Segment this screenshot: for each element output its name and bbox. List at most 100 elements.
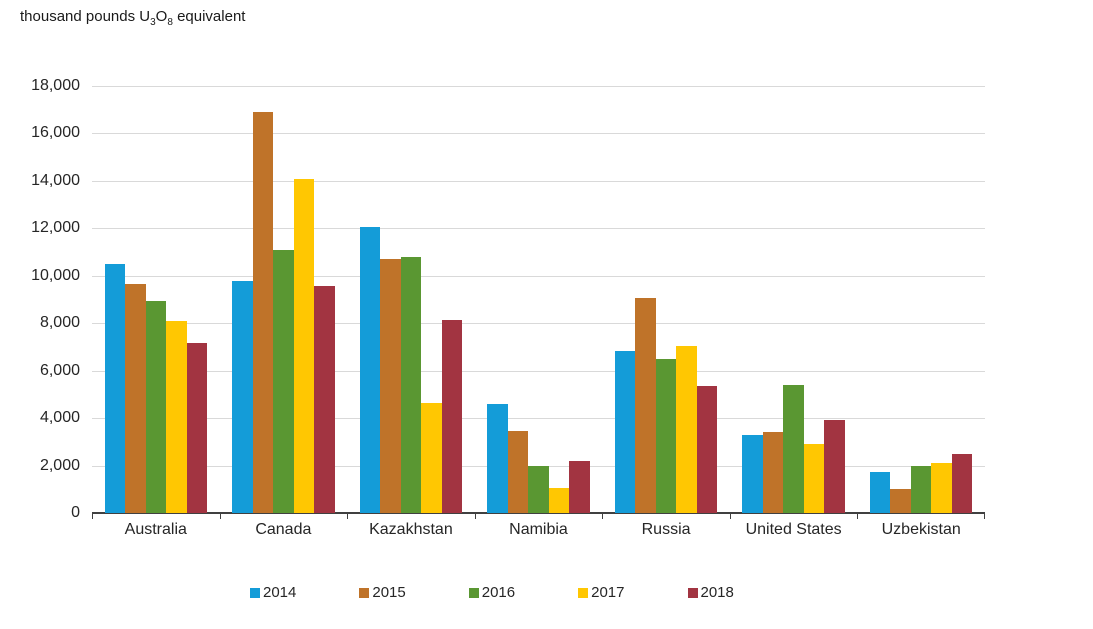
legend-swatch-2017 xyxy=(578,587,589,598)
x-axis-category-label: Australia xyxy=(124,521,187,538)
gridline-10,000 xyxy=(92,275,985,277)
bar-2015-uzbekistan xyxy=(890,489,911,513)
bar-2017-russia xyxy=(676,345,697,513)
bar-group-kazakhstan xyxy=(347,227,475,513)
legend-item-2018: 2018 xyxy=(687,584,734,601)
x-axis-category-label: Kazakhstan xyxy=(369,521,453,538)
y-axis-tick-label: 12,000 xyxy=(31,219,80,237)
bar-2015-australia xyxy=(125,284,146,513)
chart-title: thousand pounds U3O8 equivalent xyxy=(20,8,245,28)
bar-group-united-states xyxy=(730,384,858,513)
x-axis-tick xyxy=(984,513,985,519)
bar-2016-australia xyxy=(145,300,167,513)
gridline-18,000 xyxy=(92,86,985,87)
bar-2015-kazakhstan xyxy=(380,259,401,513)
legend-swatch-2015 xyxy=(359,587,370,598)
bar-2015-canada xyxy=(252,112,274,513)
x-axis-tick xyxy=(729,513,731,519)
legend-swatch-2018 xyxy=(687,587,698,598)
y-axis-tick-label: 18,000 xyxy=(31,77,80,94)
y-axis-tick-label: 14,000 xyxy=(31,171,80,189)
gridline-6,000 xyxy=(92,370,985,372)
bar-2017-kazakhstan xyxy=(421,402,442,513)
bar-2015-namibia xyxy=(507,431,529,513)
bar-2014-uzbekistan xyxy=(869,471,891,513)
bar-2018-united-states xyxy=(824,420,845,513)
legend-swatch-2014 xyxy=(250,587,260,598)
legend-item-2014: 2014 xyxy=(250,584,296,601)
bar-2014-united-states xyxy=(742,434,763,513)
x-axis-tick xyxy=(92,513,93,519)
bar-2016-uzbekistan xyxy=(910,465,932,513)
legend-swatch-2016 xyxy=(468,587,479,598)
bar-2014-russia xyxy=(614,350,636,513)
x-axis-category-label: Uzbekistan xyxy=(881,521,961,538)
legend-label-2015: 2015 xyxy=(372,584,406,601)
bar-2018-namibia xyxy=(569,460,590,513)
x-axis-category-label: Namibia xyxy=(509,521,568,538)
gridline-4,000 xyxy=(92,418,985,420)
bar-2016-russia xyxy=(655,358,677,513)
bar-group-namibia xyxy=(475,403,603,513)
bar-2017-canada xyxy=(293,178,315,513)
legend-label-2017: 2017 xyxy=(591,584,625,601)
gridline-16,000 xyxy=(92,133,985,135)
x-axis-tick xyxy=(602,513,604,519)
bar-group-russia xyxy=(602,298,730,513)
y-axis-tick-label: 2,000 xyxy=(39,456,80,474)
bar-2018-kazakhstan xyxy=(441,319,463,513)
x-axis-tick xyxy=(219,513,221,519)
x-axis-category-label: Russia xyxy=(641,521,691,538)
bar-2018-russia xyxy=(696,386,718,513)
y-axis-tick-label: 10,000 xyxy=(31,266,80,284)
bar-2014-namibia xyxy=(487,403,508,513)
y-axis-tick-label: 4,000 xyxy=(39,409,80,427)
bar-2018-australia xyxy=(186,343,208,513)
gridline-8,000 xyxy=(92,323,985,325)
legend-label-2014: 2014 xyxy=(263,584,297,601)
legend-item-2017: 2017 xyxy=(578,584,625,601)
x-axis-tick xyxy=(474,513,476,519)
legend-label-2016: 2016 xyxy=(481,584,516,601)
bar-group-australia xyxy=(92,263,220,513)
bar-2017-australia xyxy=(166,320,187,513)
bar-group-uzbekistan xyxy=(857,453,985,513)
bar-2015-russia xyxy=(635,298,656,513)
y-axis-tick-label: 0 xyxy=(71,504,80,521)
legend-label-2018: 2018 xyxy=(700,584,734,601)
y-axis-tick-label: 6,000 xyxy=(39,361,80,379)
legend-item-2016: 2016 xyxy=(468,584,516,601)
y-axis-tick-label: 16,000 xyxy=(31,124,80,142)
y-axis-tick-label: 8,000 xyxy=(39,314,80,332)
bar-2017-namibia xyxy=(548,488,570,513)
gridline-12,000 xyxy=(92,228,985,230)
chart-title-text: equivalent xyxy=(172,8,246,25)
x-axis-tick xyxy=(347,513,349,519)
bar-2016-canada xyxy=(273,249,294,513)
legend: 2014 2015 2016 2017 2018 xyxy=(250,584,734,601)
plot-area: 0 2,000 4,000 6,000 8,000 10,000 12,000 14,000 1… xyxy=(31,78,985,538)
bar-2014-kazakhstan xyxy=(359,227,381,513)
bar-2014-canada xyxy=(232,280,253,513)
chart-title-subscript-3: 3 xyxy=(150,17,156,28)
bar-2016-namibia xyxy=(528,465,549,513)
x-axis-category-label: Canada xyxy=(255,521,312,538)
chart-title-subscript-8: 8 xyxy=(167,17,173,28)
bar-2016-united-states xyxy=(783,384,804,513)
chart-title-text: O xyxy=(155,8,168,25)
legend-item-2015: 2015 xyxy=(359,584,406,601)
bar-2018-uzbekistan xyxy=(951,453,973,513)
bar-2017-united-states xyxy=(803,444,825,513)
bar-2015-united-states xyxy=(762,432,784,513)
bar-2016-kazakhstan xyxy=(400,256,422,513)
bar-2018-canada xyxy=(314,286,335,513)
x-axis-category-label: United States xyxy=(745,521,842,538)
x-axis-tick xyxy=(857,513,859,519)
chart-title-text: thousand pounds U xyxy=(20,8,151,25)
bar-2017-uzbekistan xyxy=(931,463,952,513)
bar-2014-australia xyxy=(104,263,126,513)
x-axis-line xyxy=(92,512,985,514)
gridline-14,000 xyxy=(92,180,985,182)
bar-group-canada xyxy=(220,112,348,513)
